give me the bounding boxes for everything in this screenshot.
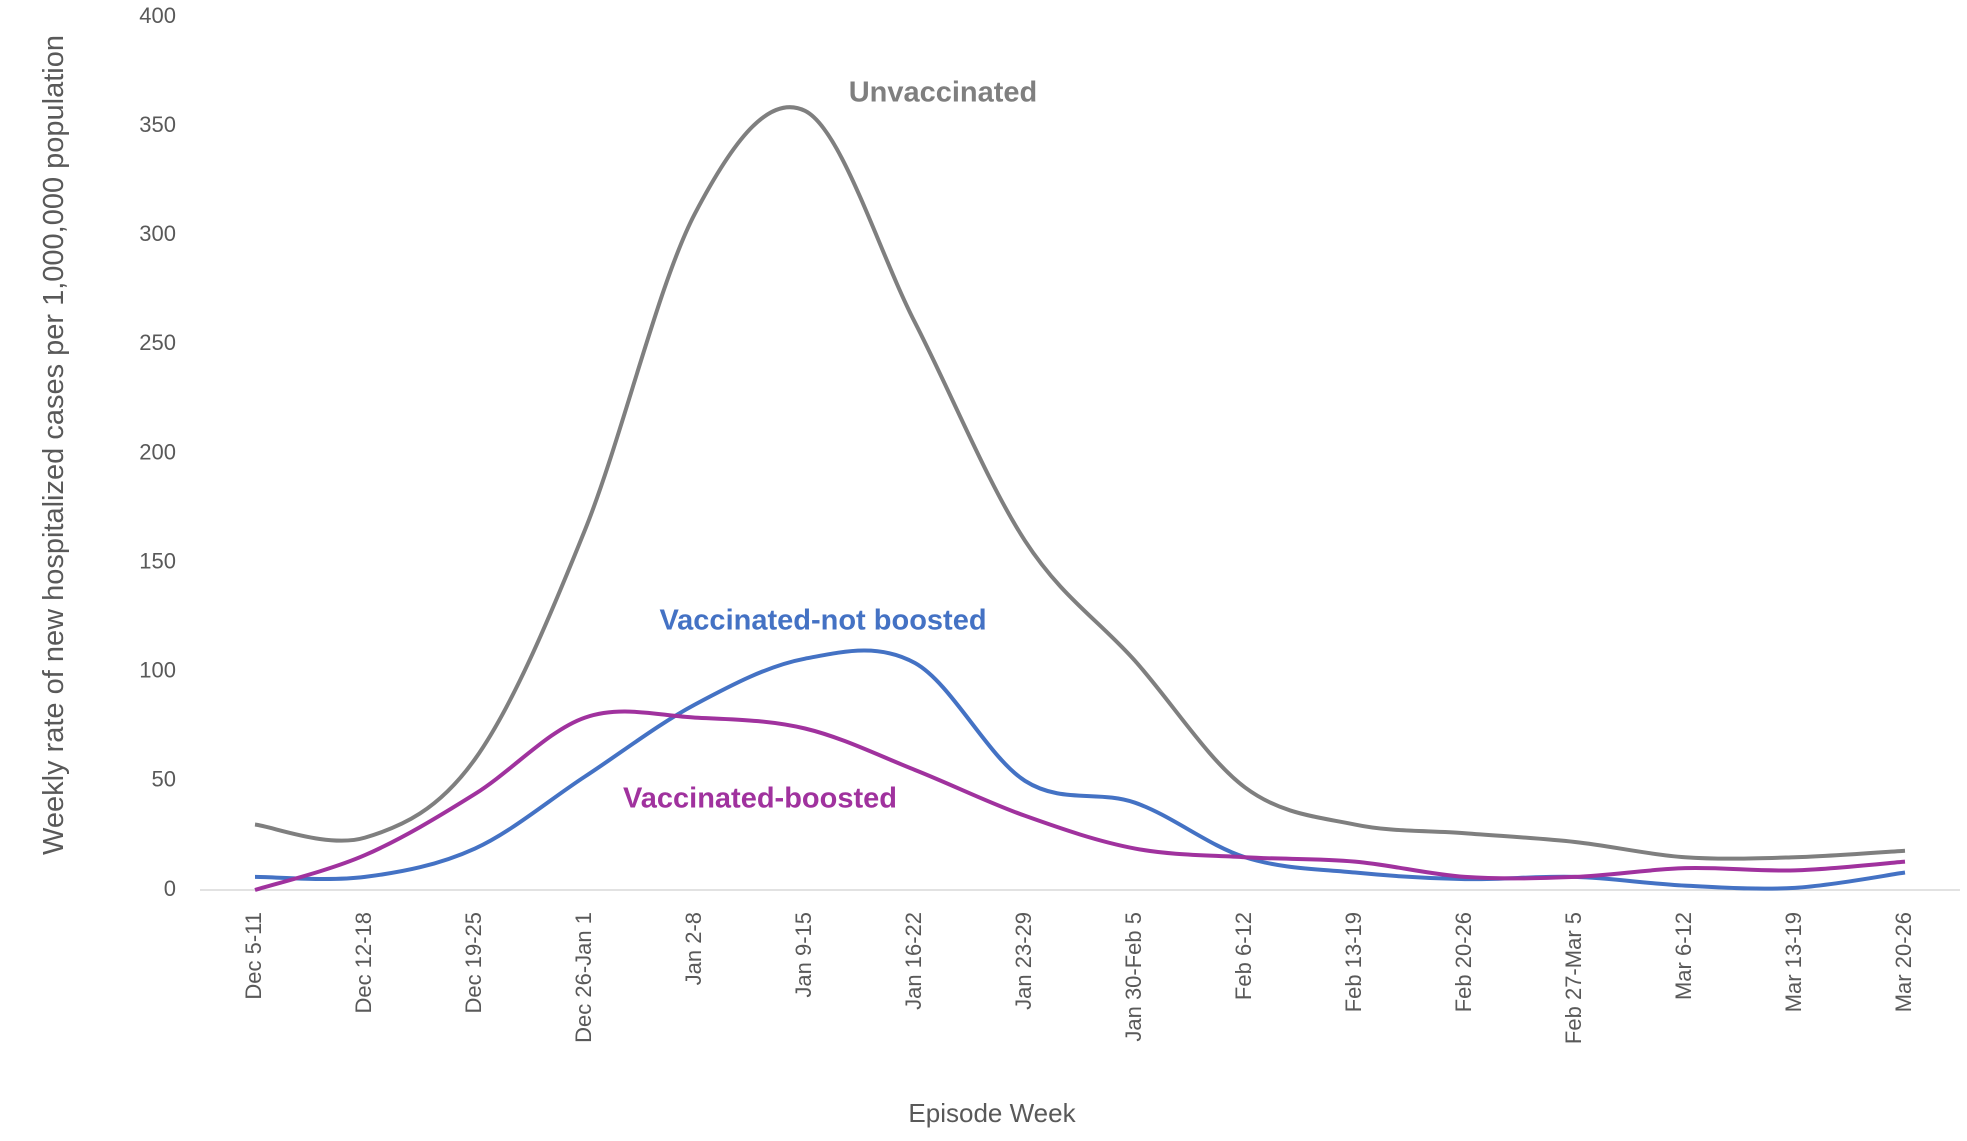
series-label: Unvaccinated	[849, 77, 1038, 109]
y-tick-label: 250	[139, 330, 176, 355]
x-axis-title: Episode Week	[908, 1098, 1076, 1128]
y-tick-label: 100	[139, 658, 176, 683]
y-tick-label: 400	[139, 3, 176, 28]
x-tick-label: Jan 30-Feb 5	[1121, 912, 1146, 1042]
y-tick-label: 50	[152, 767, 176, 792]
x-tick-label: Dec 5-11	[241, 912, 266, 1000]
series-line	[254, 709, 1906, 892]
x-tick-label: Feb 13-19	[1341, 912, 1366, 1012]
x-tick-label: Jan 2-8	[681, 912, 706, 985]
x-tick-label: Mar 20-26	[1891, 912, 1916, 1012]
x-tick-label: Jan 23-29	[1011, 912, 1036, 1010]
x-tick-label: Dec 12-18	[351, 912, 376, 1014]
y-axis-title: Weekly rate of new hospitalized cases pe…	[38, 34, 70, 856]
series-label: Vaccinated-not boosted	[659, 605, 986, 637]
x-tick-label: Feb 27-Mar 5	[1561, 912, 1586, 1044]
x-tick-label: Dec 19-25	[461, 912, 486, 1014]
x-tick-label: Jan 9-15	[791, 912, 816, 998]
x-tick-label: Dec 26-Jan 1	[571, 912, 596, 1043]
y-tick-label: 200	[139, 439, 176, 464]
x-tick-label: Jan 16-22	[901, 912, 926, 1010]
series-line	[254, 105, 1906, 861]
y-tick-label: 150	[139, 548, 176, 573]
x-tick-label: Mar 13-19	[1781, 912, 1806, 1012]
series-label: Vaccinated-boosted	[623, 783, 897, 815]
y-tick-label: 0	[164, 876, 176, 901]
x-tick-label: Feb 20-26	[1451, 912, 1476, 1012]
y-tick-label: 300	[139, 221, 176, 246]
series-line	[254, 648, 1906, 891]
x-tick-label: Mar 6-12	[1671, 912, 1696, 1000]
y-tick-label: 350	[139, 112, 176, 137]
x-tick-label: Feb 6-12	[1231, 912, 1256, 1000]
